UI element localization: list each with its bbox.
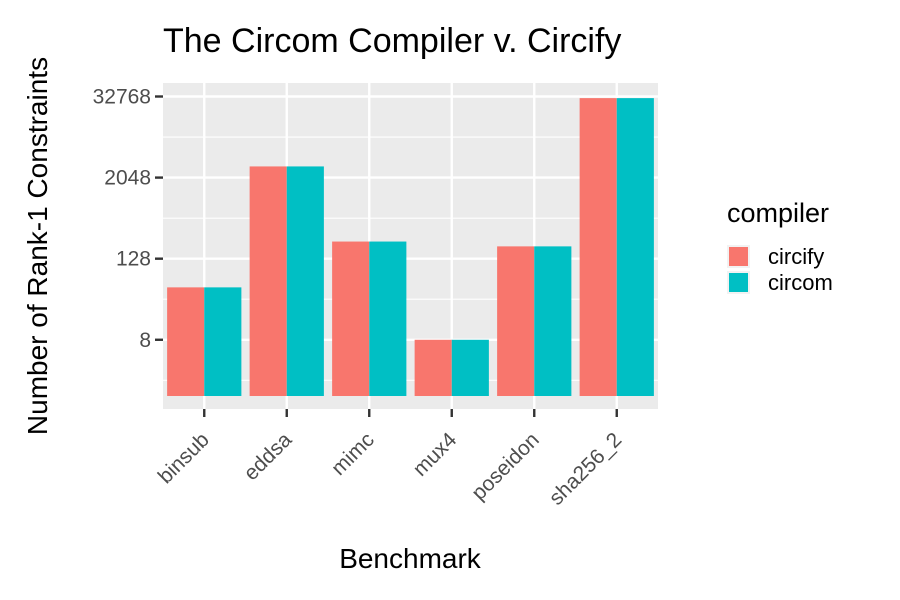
x-tick-label: mimc — [327, 428, 379, 480]
bar-circify-binsub — [167, 287, 205, 396]
x-axis-title: Benchmark — [339, 543, 482, 574]
y-tick-label: 8 — [139, 329, 151, 352]
bar-circom-mimc — [369, 241, 407, 396]
bar-circom-mux4 — [451, 339, 489, 396]
y-tick-label: 128 — [116, 248, 151, 271]
bar-circify-mux4 — [414, 339, 452, 396]
bar-circom-poseidon — [534, 246, 572, 396]
grid-minor — [163, 136, 658, 381]
bars — [167, 98, 654, 397]
x-tick-label: sha256_2 — [545, 428, 627, 510]
x-tick-label: poseidon — [467, 428, 544, 505]
bar-circom-sha256_2 — [616, 98, 654, 397]
bar-circom-eddsa — [286, 166, 324, 396]
bar-circify-eddsa — [249, 166, 287, 396]
bar-circify-mimc — [332, 241, 370, 396]
legend-swatch-circify — [729, 247, 748, 266]
legend-swatch-circom — [729, 273, 748, 292]
x-tick-label: mux4 — [409, 428, 462, 481]
x-axis: binsub eddsa mimc mux4 poseidon sha256_2 — [154, 409, 627, 510]
y-tick-label: 2048 — [104, 167, 151, 190]
x-tick-label: binsub — [154, 428, 214, 488]
y-axis-title: Number of Rank-1 Constraints — [22, 57, 53, 435]
y-axis: 8 128 2048 32768 — [93, 86, 163, 352]
x-tick-label: eddsa — [240, 428, 297, 485]
y-tick-label: 32768 — [93, 86, 151, 109]
bar-circify-poseidon — [497, 246, 535, 396]
legend-label-circify: circify — [768, 244, 824, 269]
legend-title: compiler — [727, 198, 829, 228]
bar-circom-binsub — [204, 287, 242, 396]
legend-label-circom: circom — [768, 270, 833, 295]
chart-title: The Circom Compiler v. Circify — [163, 22, 621, 60]
bar-circify-sha256_2 — [579, 98, 617, 397]
